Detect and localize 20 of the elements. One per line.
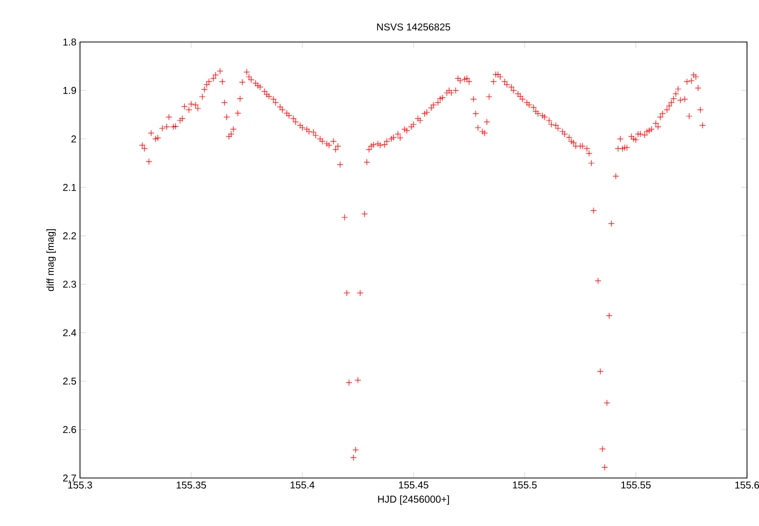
- y-axis-title: diff mag [mag]: [46, 229, 56, 292]
- y-tick-label: 2.2: [63, 232, 76, 240]
- x-tick-label: 155.45: [399, 482, 428, 488]
- y-tick-label: 1.9: [63, 86, 76, 94]
- x-tick-label: 155.35: [176, 482, 206, 489]
- y-tick-label: 2.1: [63, 184, 76, 191]
- chart-title: NSVS 14256825: [377, 23, 450, 31]
- x-axis-title: HJD [2456000+]: [378, 495, 449, 505]
- x-tick-label: 155.4: [290, 482, 315, 488]
- y-tick-label: 2.3: [63, 280, 76, 288]
- y-tick-label: 2.6: [63, 426, 76, 434]
- y-tick-label: 1.8: [63, 38, 76, 46]
- y-tick-label: 2.7: [63, 474, 76, 482]
- y-tick-label: 2.4: [63, 329, 76, 336]
- x-tick-label: 155.6: [735, 482, 759, 489]
- y-tick-label: 2.5: [63, 378, 76, 385]
- x-tick-label: 155.5: [512, 482, 537, 488]
- x-tick-label: 155.55: [621, 482, 651, 488]
- y-tick-label: 2: [71, 135, 76, 142]
- x-tick-label: 155.3: [68, 482, 92, 489]
